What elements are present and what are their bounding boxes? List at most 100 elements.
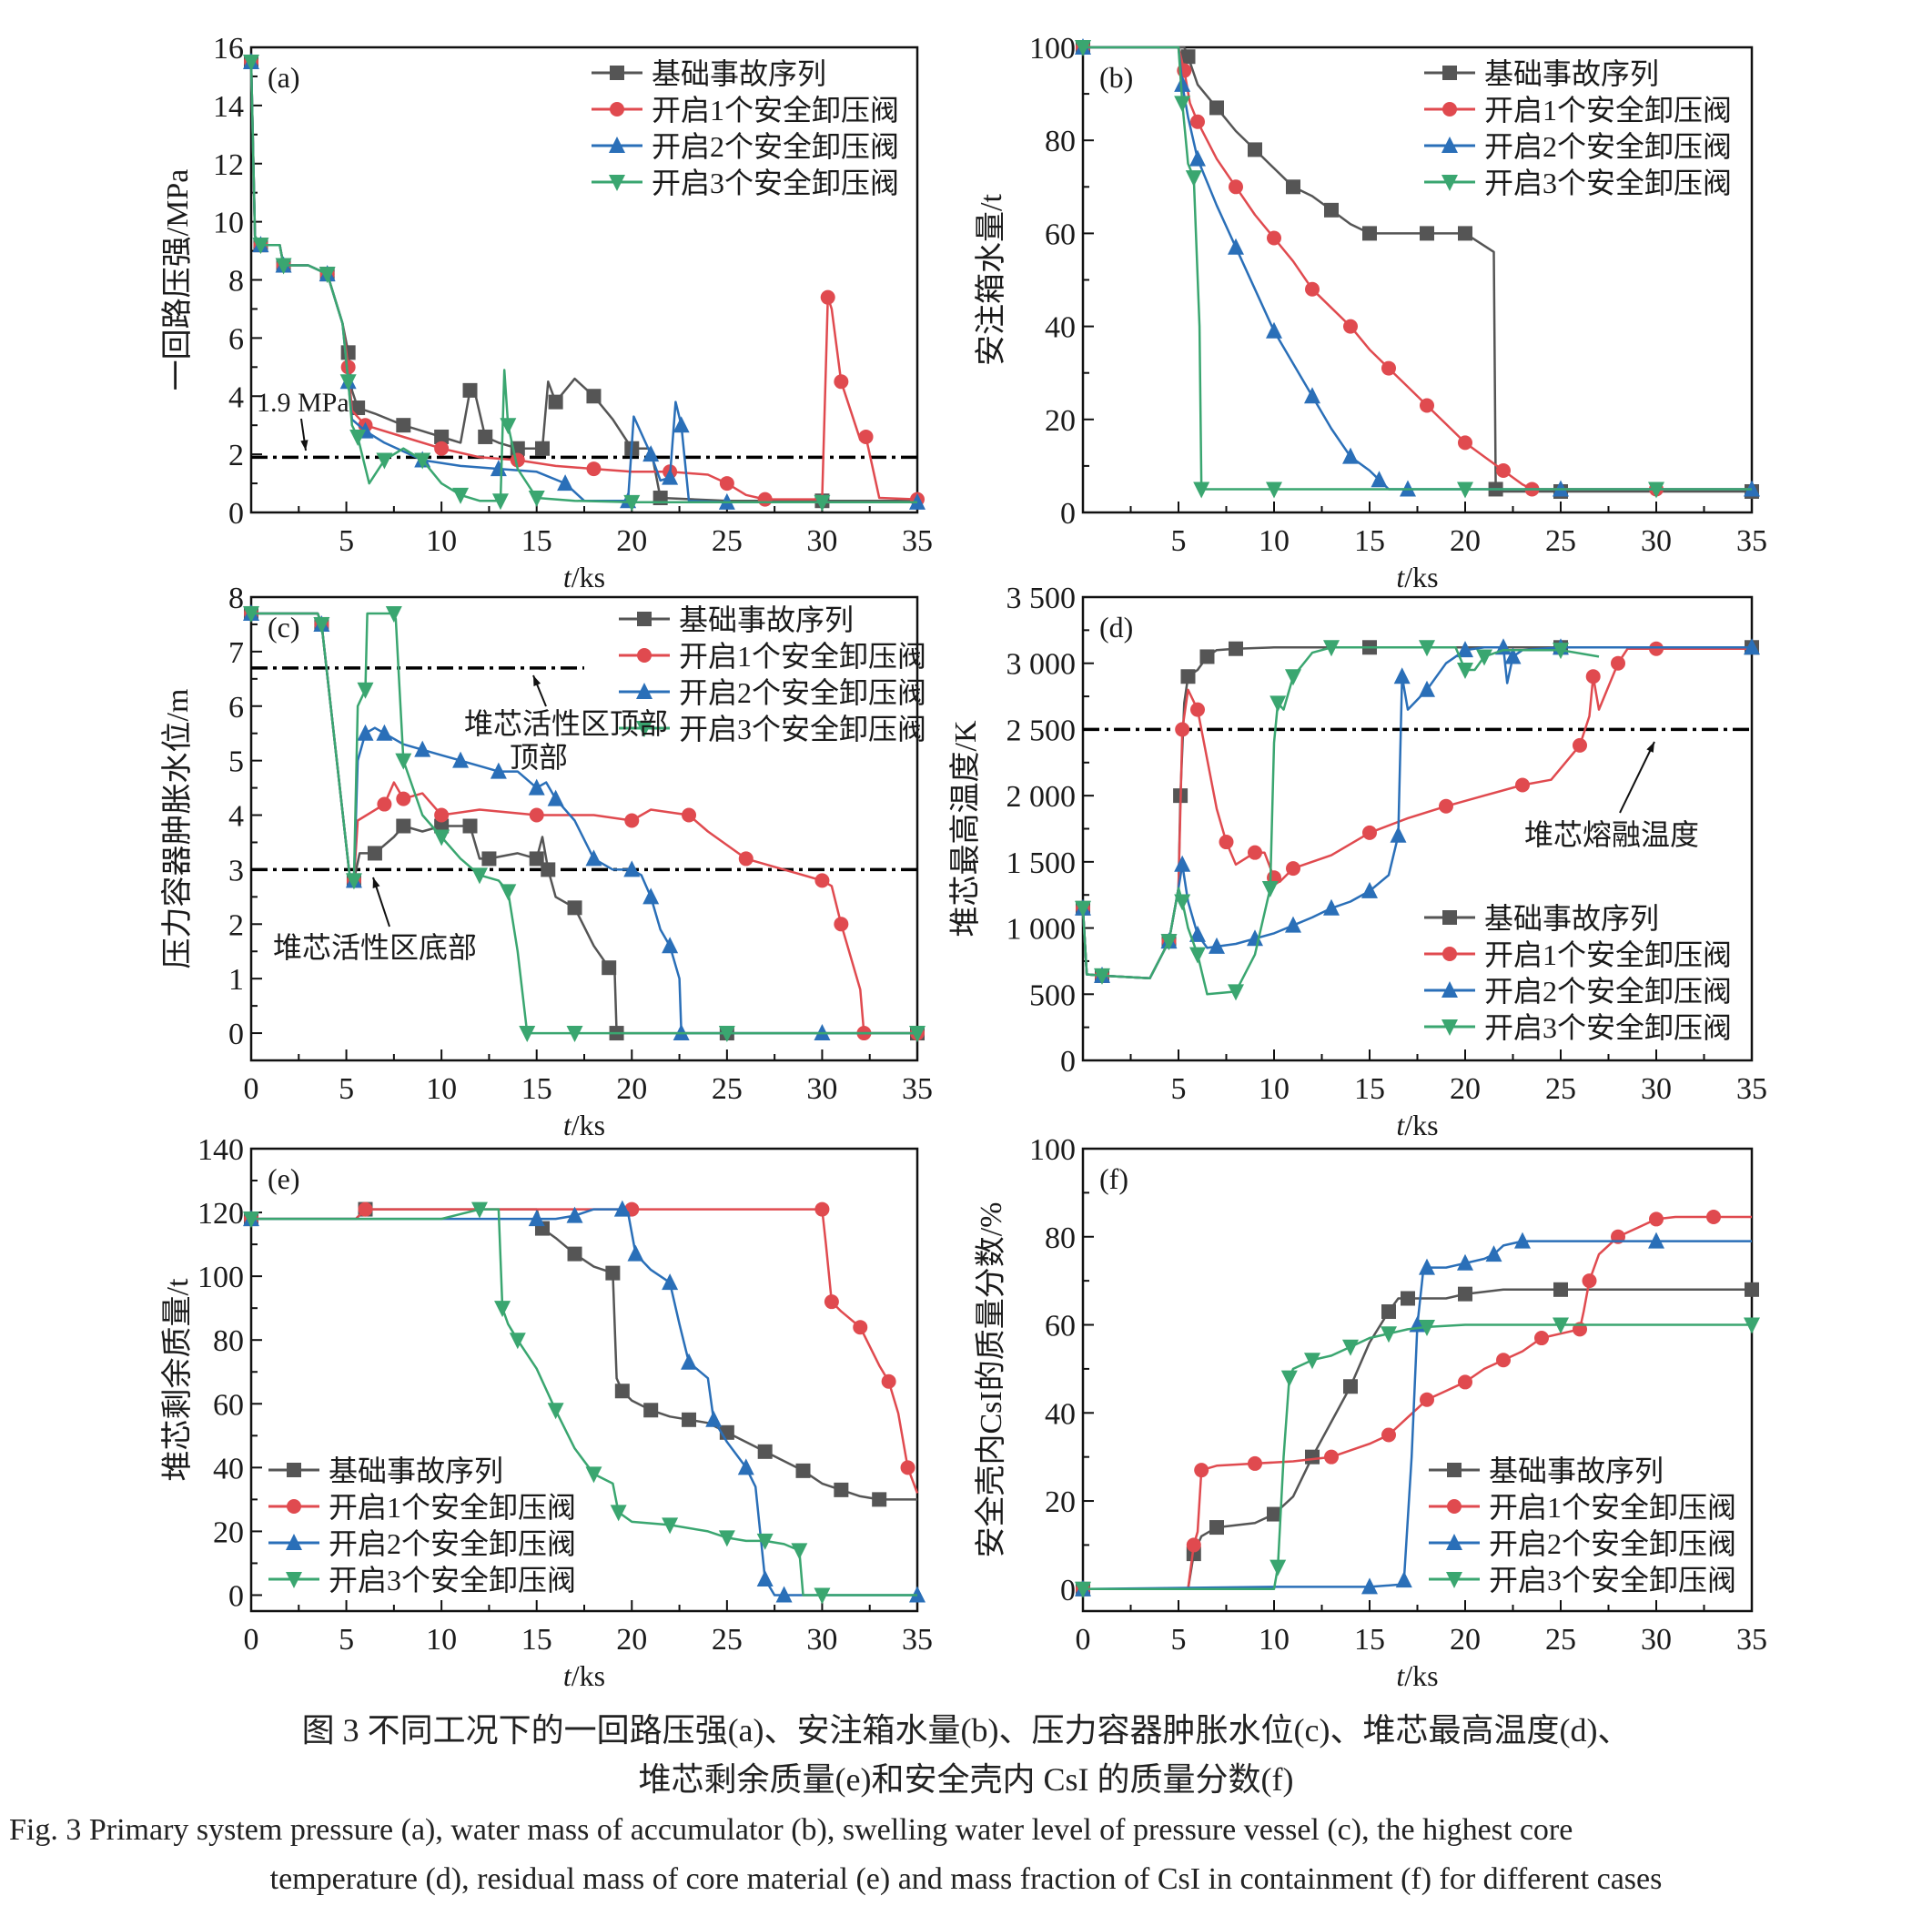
series-4-marker [1419, 1319, 1435, 1336]
series-4-marker [1269, 1559, 1287, 1576]
series-2-marker [1190, 114, 1205, 129]
legend-entry: 开启2个安全卸压阀 [268, 1527, 576, 1560]
series-3-marker [1361, 881, 1378, 898]
legend-entry: 开启2个安全卸压阀 [1429, 1527, 1736, 1560]
series-2-marker [1343, 319, 1358, 334]
series-3-marker [662, 1273, 679, 1291]
series-2-marker [1219, 835, 1234, 850]
series-3-marker [662, 937, 679, 954]
series-2-marker [340, 360, 356, 375]
legend-label: 开启1个安全卸压阀 [329, 1491, 576, 1524]
x-axis-label: t/ks [1396, 561, 1438, 593]
series-4-marker [1419, 640, 1435, 657]
series-line-3 [1081, 646, 1752, 980]
series-1-marker [567, 900, 582, 916]
series-3-marker [547, 789, 564, 806]
series-4-marker [243, 54, 259, 71]
series-1-marker [605, 1265, 621, 1281]
y-tick-label: 1 [228, 963, 244, 997]
y-tick-label: 60 [1045, 1310, 1076, 1343]
series-3-marker [1174, 855, 1191, 872]
series-3-marker [775, 1586, 793, 1603]
annotation-core-top-line2: 顶部 [510, 741, 568, 774]
series-3-marker [681, 1353, 698, 1370]
x-tick-label: 30 [806, 1623, 837, 1657]
series-3-marker [627, 1244, 644, 1262]
series-4-marker [1075, 900, 1091, 917]
series-4-marker [349, 429, 367, 446]
y-tick-label: 100 [1029, 32, 1076, 66]
series-2-marker [820, 289, 835, 305]
series-4-marker [509, 1333, 526, 1350]
y-tick-label: 1 000 [1006, 913, 1077, 947]
legend-entry: 开启1个安全卸压阀 [1429, 1491, 1736, 1524]
series-1-marker [1180, 49, 1196, 65]
series-3-marker [1266, 321, 1282, 339]
series-3-marker [528, 778, 545, 796]
legend-label: 开启3个安全卸压阀 [652, 167, 899, 199]
series-4-marker [1304, 1353, 1320, 1370]
series-2-marker [719, 476, 734, 492]
series-1-marker [1286, 179, 1300, 195]
series-2-marker [358, 1201, 373, 1217]
y-tick-label: 100 [197, 1261, 244, 1294]
x-tick-label: 15 [1354, 524, 1385, 558]
y-tick-label: 20 [1045, 1485, 1076, 1519]
series-2-marker [434, 441, 450, 456]
y-axis-label: 堆芯剩余质量/t [160, 1278, 195, 1481]
legend-entry: 开启2个安全卸压阀 [1424, 975, 1732, 1008]
x-tick-label: 15 [1354, 1623, 1385, 1657]
x-tick-label: 0 [1076, 1623, 1091, 1657]
series-1-marker [1209, 100, 1224, 116]
legend-entry: 基础事故序列 [268, 1455, 503, 1487]
series-3-marker [756, 1569, 774, 1586]
series-4-marker [1228, 984, 1244, 1001]
series-1-marker [1199, 649, 1215, 664]
y-tick-label: 0 [228, 1579, 244, 1613]
series-4-marker [1457, 482, 1473, 499]
series-3-marker [452, 751, 470, 768]
series-2-marker [1362, 825, 1377, 840]
series-4-marker [1342, 1339, 1359, 1356]
caption-english-line-2: temperature (d), residual mass of core m… [269, 1862, 1663, 1896]
legend-entry: 开启3个安全卸压阀 [268, 1564, 576, 1597]
series-2-marker [1706, 1209, 1721, 1224]
series-4-marker [414, 452, 431, 470]
series-1-marker [396, 818, 411, 834]
series-4-marker [909, 1026, 926, 1043]
legend-marker [1446, 1572, 1462, 1588]
series-4-marker [385, 605, 402, 623]
panel-label: (c) [268, 611, 300, 644]
y-tick-label: 6 [228, 322, 244, 356]
series-4-marker [275, 258, 292, 275]
series-4-marker [1160, 934, 1178, 951]
series-1-marker [1458, 226, 1472, 241]
panel-label: (f) [1099, 1162, 1128, 1195]
series-4-marker [1261, 880, 1279, 897]
annotation-arrow-core-bottom [372, 877, 390, 928]
series-3-marker [623, 860, 641, 877]
legend-label: 开启2个安全卸压阀 [652, 130, 899, 163]
series-3-marker [1371, 471, 1388, 488]
panel-label: (d) [1099, 611, 1133, 644]
series-4-marker [623, 494, 641, 512]
series-4-marker [494, 1301, 511, 1318]
series-4-marker [1185, 170, 1202, 188]
x-tick-label: 10 [1259, 1623, 1290, 1657]
series-1-marker [434, 429, 450, 444]
legend-entry: 开启3个安全卸压阀 [592, 167, 899, 199]
series-3-marker [1285, 916, 1301, 933]
series-4-marker [566, 1026, 583, 1043]
legend-label: 开启3个安全卸压阀 [1489, 1564, 1736, 1597]
legend-marker [637, 648, 652, 663]
legend-label: 基础事故序列 [1484, 902, 1659, 935]
series-3-marker [1395, 1571, 1412, 1588]
legend-label: 开启2个安全卸压阀 [329, 1527, 576, 1560]
series-3-marker [1419, 680, 1435, 697]
y-axis-label: 安全壳内CsI的质量分数/% [974, 1202, 1008, 1558]
annotation-core-top: 堆芯活性区顶部 [464, 707, 668, 740]
series-2-marker [738, 851, 754, 867]
legend-label: 基础事故序列 [679, 603, 854, 636]
legend-label: 基础事故序列 [329, 1455, 503, 1487]
series-3-marker [528, 1210, 545, 1227]
